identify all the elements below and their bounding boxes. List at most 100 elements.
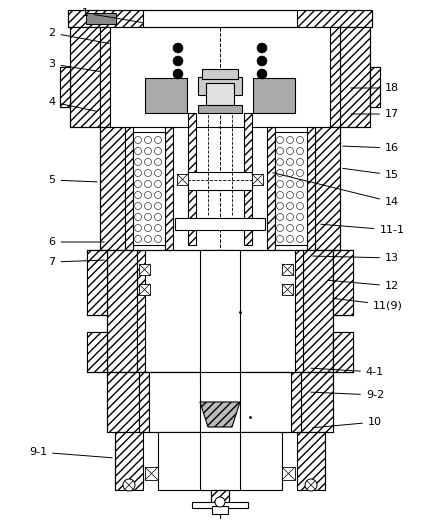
Bar (333, 332, 353, 372)
Bar (282, 467, 295, 480)
Bar (275, 132, 307, 245)
Circle shape (297, 202, 304, 210)
Circle shape (297, 180, 304, 188)
Text: 16: 16 (343, 143, 399, 153)
Bar (100, 127, 125, 250)
Circle shape (215, 497, 225, 507)
Bar (211, 490, 229, 508)
Bar (198, 105, 242, 113)
Circle shape (297, 170, 304, 176)
Bar (143, 10, 297, 27)
Bar (192, 502, 248, 508)
Circle shape (123, 479, 135, 491)
Circle shape (286, 180, 293, 188)
Bar (133, 132, 165, 245)
Bar (333, 332, 353, 372)
Text: 4: 4 (48, 97, 97, 111)
Text: 1: 1 (81, 8, 142, 22)
Bar (297, 10, 373, 27)
Bar (267, 127, 275, 250)
Bar (301, 372, 333, 432)
Circle shape (144, 148, 151, 154)
Circle shape (144, 202, 151, 210)
Circle shape (276, 214, 283, 220)
Circle shape (276, 202, 283, 210)
Bar (85, 13, 116, 24)
Circle shape (276, 191, 283, 199)
Bar (67, 10, 143, 27)
Text: 3: 3 (48, 59, 100, 72)
Circle shape (297, 236, 304, 242)
Bar (87, 332, 107, 372)
Circle shape (154, 136, 161, 144)
Text: 2: 2 (48, 28, 109, 44)
Circle shape (154, 170, 161, 176)
Bar (244, 113, 252, 245)
Bar (211, 490, 229, 508)
Bar (315, 127, 340, 250)
Bar (60, 67, 70, 107)
Circle shape (286, 214, 293, 220)
Circle shape (276, 170, 283, 176)
Bar (330, 27, 340, 127)
Bar (67, 10, 373, 27)
Circle shape (276, 180, 283, 188)
Text: 7: 7 (48, 257, 104, 267)
Bar (115, 432, 143, 490)
Bar (139, 284, 150, 295)
Circle shape (276, 136, 283, 144)
Bar (340, 27, 370, 127)
Circle shape (135, 159, 142, 165)
Circle shape (154, 159, 161, 165)
Bar (200, 372, 240, 432)
Circle shape (276, 225, 283, 231)
Bar (333, 250, 353, 315)
Circle shape (297, 214, 304, 220)
Circle shape (173, 43, 183, 53)
Text: 11-1: 11-1 (321, 224, 404, 235)
Text: 12: 12 (328, 280, 399, 291)
Bar (370, 67, 380, 107)
Circle shape (135, 180, 142, 188)
Circle shape (144, 136, 151, 144)
Circle shape (276, 159, 283, 165)
Circle shape (286, 159, 293, 165)
Circle shape (297, 191, 304, 199)
Bar (158, 432, 282, 490)
Bar (139, 264, 150, 275)
Bar (139, 372, 149, 432)
Circle shape (135, 225, 142, 231)
Bar (212, 506, 228, 514)
Text: 15: 15 (343, 168, 399, 180)
Circle shape (297, 225, 304, 231)
Circle shape (286, 236, 293, 242)
Circle shape (276, 236, 283, 242)
Circle shape (286, 191, 293, 199)
Circle shape (135, 148, 142, 154)
Bar (307, 127, 315, 250)
Circle shape (144, 214, 151, 220)
Circle shape (286, 170, 293, 176)
Circle shape (286, 225, 293, 231)
Circle shape (154, 180, 161, 188)
Bar (177, 174, 188, 185)
Circle shape (144, 225, 151, 231)
Text: 5: 5 (48, 175, 97, 185)
Bar (70, 27, 100, 127)
Text: 9-2: 9-2 (311, 390, 384, 400)
Text: 17: 17 (351, 109, 399, 119)
Circle shape (135, 236, 142, 242)
Text: 13: 13 (313, 253, 399, 263)
Circle shape (173, 56, 183, 66)
Circle shape (276, 148, 283, 154)
Bar (145, 467, 158, 480)
Circle shape (297, 148, 304, 154)
Bar (295, 250, 303, 372)
Bar (370, 67, 380, 107)
Circle shape (257, 43, 267, 53)
Circle shape (154, 214, 161, 220)
Bar (175, 218, 265, 230)
Text: 10: 10 (313, 417, 382, 428)
Circle shape (135, 191, 142, 199)
Text: 14: 14 (273, 173, 399, 207)
